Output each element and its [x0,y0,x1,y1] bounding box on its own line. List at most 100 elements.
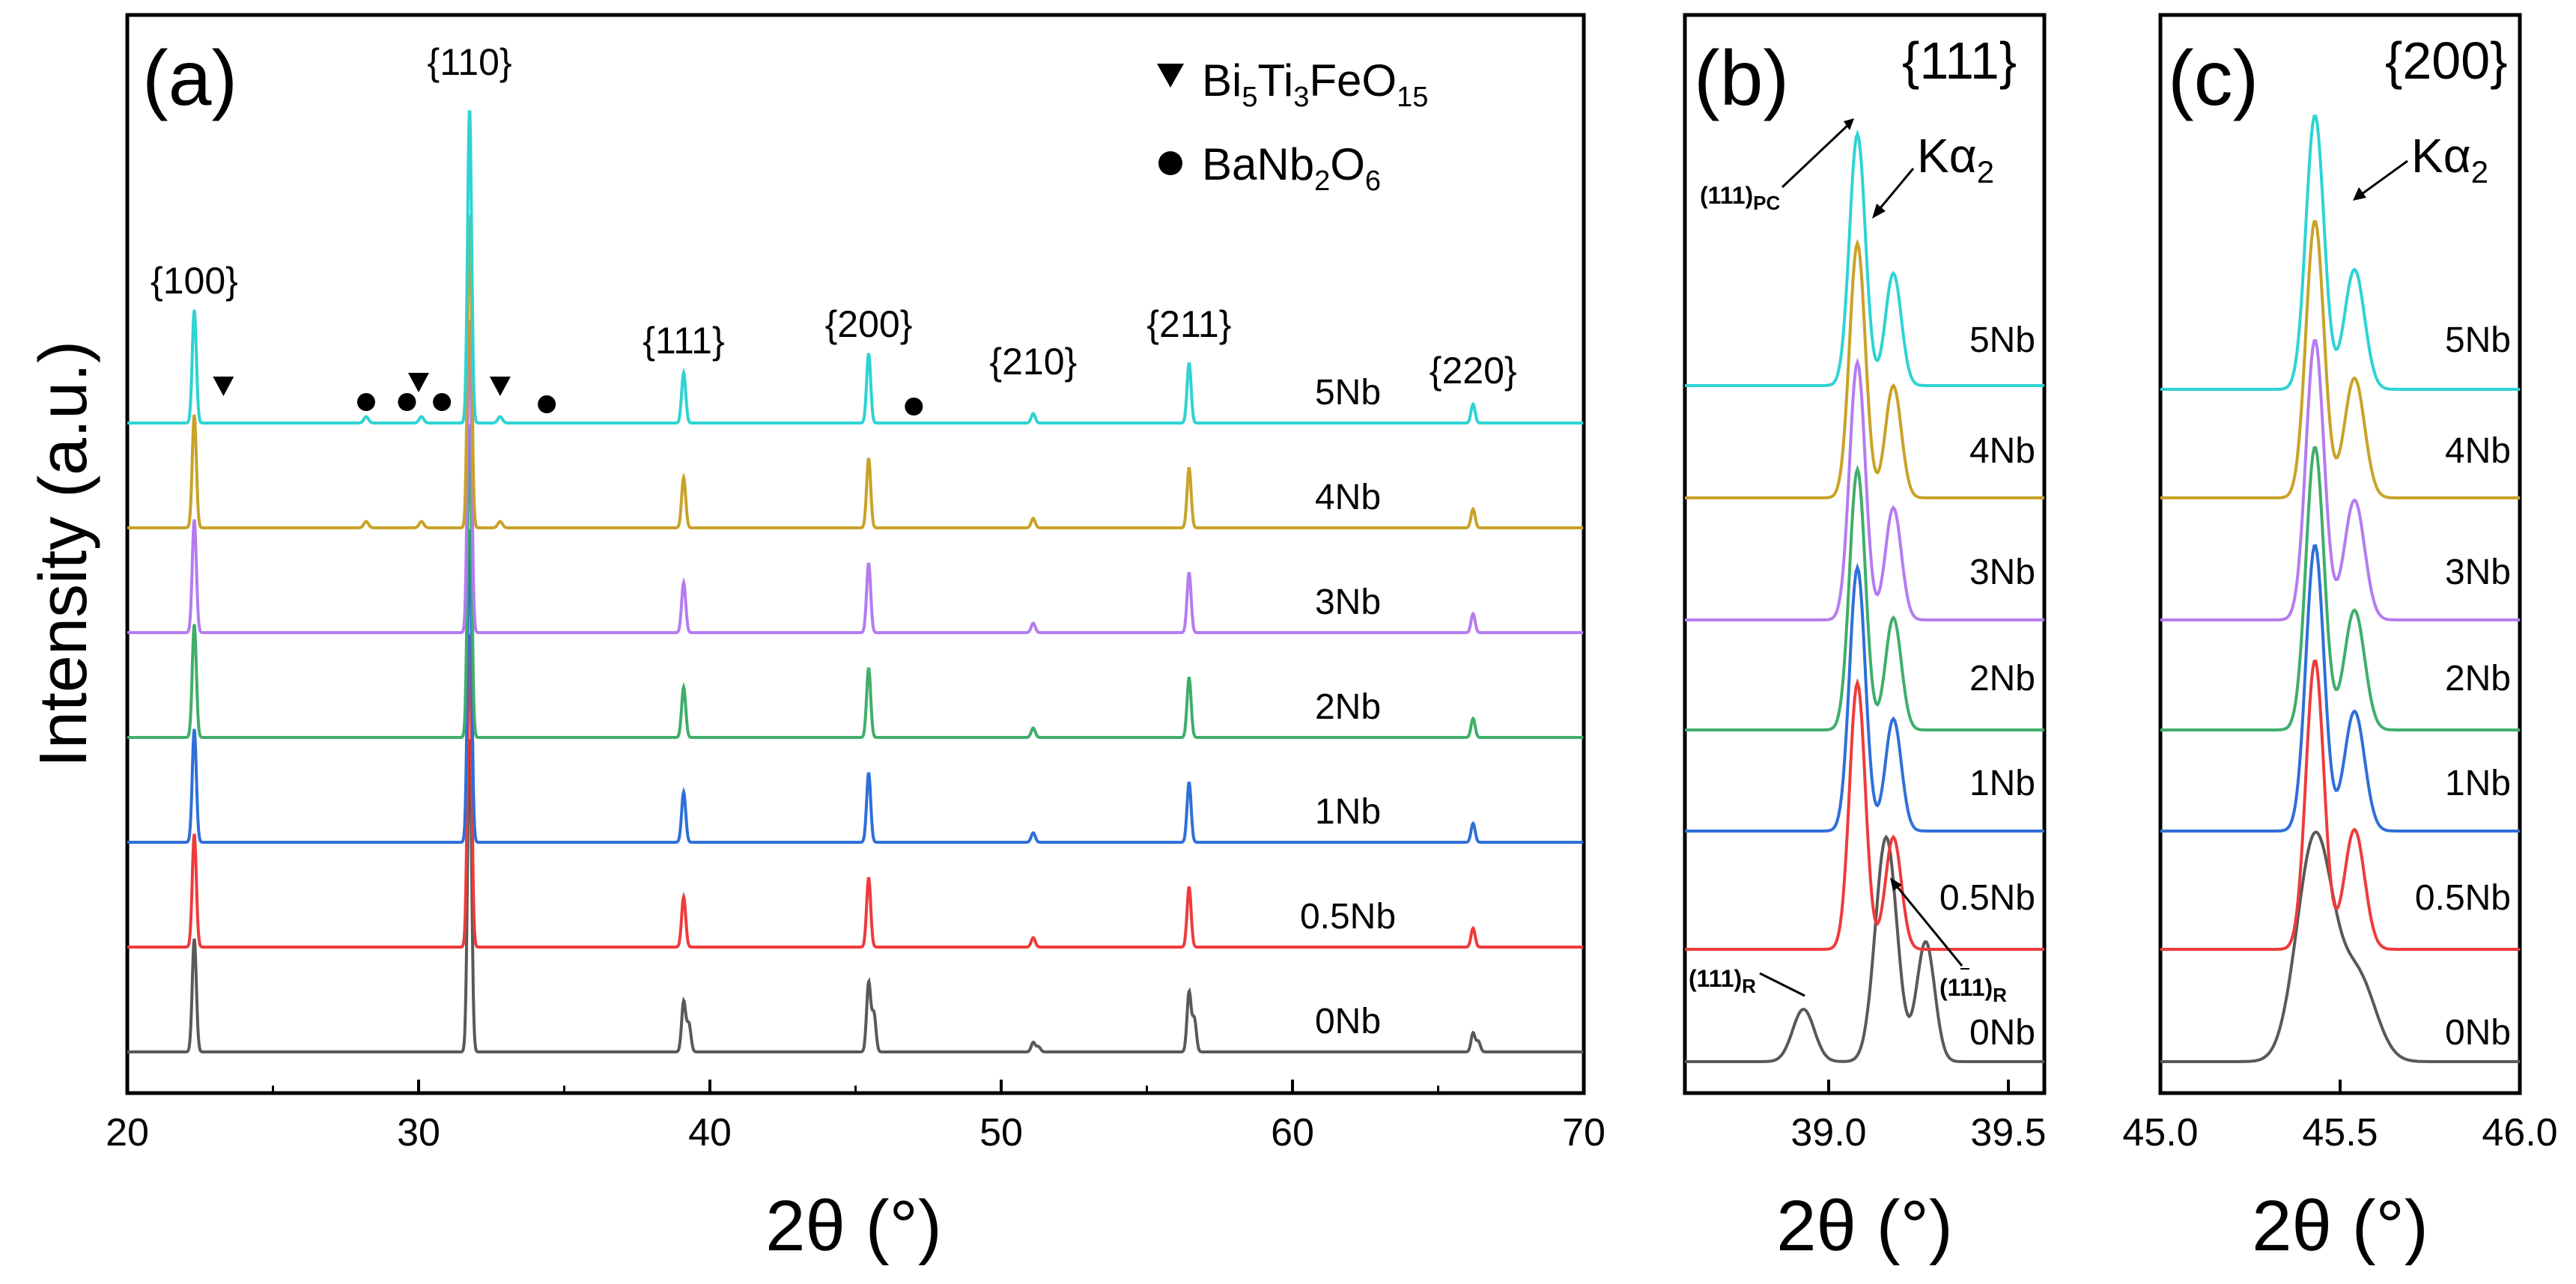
legend-feo-sub: 15 [1397,82,1428,113]
circle-marker [905,398,923,416]
zoom-sample-label: 5Nb [2445,320,2511,360]
legend-feo: FeO [1309,55,1397,106]
tick-label-zoom: 45.0 [2122,1111,2198,1154]
zoom-pattern-4Nb [2160,220,2520,499]
legend-bi-sub: 5 [1242,82,1257,113]
panel-b-r-right-sub: R [1993,984,2007,1006]
zoom-sample-label: 1Nb [2445,764,2511,803]
legend-o-sub: 6 [1365,165,1381,197]
panel-b-pc-label: (111)PC [1700,182,1781,214]
tick-label-a: 70 [1562,1111,1606,1154]
zoom-pattern-5Nb [2160,115,2520,391]
pattern-3Nb [127,320,1584,634]
sample-label: 3Nb [1315,582,1381,622]
hkl-label: {211} [1146,303,1231,345]
zoom-pattern-3Nb [2160,339,2520,621]
panel-a-x-ticks: 20 30 40 50 60 70 [106,1080,1606,1154]
panel-b-ka-text: Kα [1917,129,1977,183]
zoom-pattern-1Nb [1685,562,2044,833]
triangle-marker [408,373,429,392]
hkl-label: {110} [428,41,512,83]
pattern-2Nb [127,425,1584,739]
triangle-marker [213,377,234,396]
legend-banb: BaNb [1202,139,1314,189]
zoom-pattern-4Nb [1685,238,2044,499]
panel-b-pc-arrow [1781,122,1851,189]
zoom-sample-label: 0.5Nb [1939,878,2035,918]
sample-label: 5Nb [1315,373,1381,413]
zoom-pattern-0Nb [2160,830,2520,1063]
panel-b-r-right-text: (111) [1939,974,1993,1001]
panel-b-title: {111} [1902,31,2017,90]
hkl-label: {111} [643,320,724,362]
tick-label-a: 50 [979,1111,1023,1154]
panel-a-phase-markers [213,373,923,416]
panel-b-r-label-left: (111)R [1689,965,1756,997]
panel-b-plot [1685,129,2044,1063]
legend-banb-sub: 2 [1314,165,1330,197]
panel-a-hkl-labels: {100} {110} {111} {200} {210} {211} {220} [151,41,1517,392]
panel-c-plot [2160,115,2520,1063]
zoom-pattern-2Nb [2160,446,2520,731]
zoom-pattern-1Nb [2160,544,2520,833]
panel-c-ka-text: Kα [2411,129,2471,183]
zoom-sample-label: 2Nb [2445,659,2511,699]
y-axis-title: Intensity (a.u.) [26,341,101,767]
panel-b-x-title: 2θ (°) [1776,1186,1953,1266]
panel-c-title: {200} [2385,31,2508,90]
sample-label: 2Nb [1315,687,1381,727]
hkl-label: {210} [989,341,1077,383]
panel-c-x-ticks: 45.0 45.5 46.0 [2122,1080,2558,1154]
panel-b-ka-arrow [1874,168,1915,214]
pattern-0Nb [127,739,1584,1053]
circle-marker [356,393,375,411]
legend-circle-label: BaNb2O6 [1202,139,1381,197]
panel-b-ka-sub: 2 [1977,154,1994,189]
zoom-sample-label: 2Nb [1969,659,2035,699]
tick-label-a: 60 [1271,1111,1314,1154]
zoom-pattern-5Nb [1685,129,2044,387]
panel-b-r-left-text: (111) [1689,965,1742,992]
sample-label: 1Nb [1315,792,1381,832]
legend-bi: Bi [1202,55,1242,106]
zoom-sample-label: 0.5Nb [2415,878,2511,918]
hkl-label: {220} [1430,350,1517,392]
legend: Bi5Ti3FeO15 BaNb2O6 [1157,55,1428,197]
zoom-pattern-0Nb [1685,834,2044,1063]
circle-marker [433,393,452,411]
tick-label-zoom: 39.0 [1790,1111,1866,1154]
zoom-sample-label: 1Nb [1969,764,2035,803]
panel-c-letter: (c) [2168,35,2258,122]
zoom-sample-label: 4Nb [2445,431,2511,471]
panel-b-letter: (b) [1694,35,1789,122]
panel-c-x-title: 2θ (°) [2252,1186,2428,1266]
zoom-pattern-0.5Nb [2160,660,2520,951]
zoom-sample-label: 5Nb [1969,320,2035,360]
panel-b-r-left-arrow [1759,972,1805,997]
tick-label-zoom: 45.5 [2302,1111,2378,1154]
panel-b-ka-arrowhead [1872,204,1886,219]
legend-ti: Ti [1258,55,1294,106]
tick-label-zoom: 39.5 [1970,1111,2046,1154]
legend-ti-sub: 3 [1293,82,1309,113]
panel-c-ka-sub: 2 [2471,154,2488,189]
panel-c-ka-label: Kα2 [2411,129,2488,189]
pattern-0.5Nb [127,634,1584,949]
panel-b-x-ticks: 39.0 39.5 [1790,1080,2047,1154]
panel-a-plot [127,110,1584,1053]
zoom-sample-label: 3Nb [1969,553,2035,592]
tick-label-zoom: 46.0 [2482,1111,2557,1154]
legend-triangle-label: Bi5Ti3FeO15 [1202,55,1428,113]
pattern-4Nb [127,215,1584,529]
zoom-pattern-3Nb [1685,357,2044,621]
panel-b-pc-text: (111) [1700,182,1753,209]
zoom-sample-label: 0Nb [1969,1013,2035,1053]
panel-a-x-title: 2θ (°) [765,1186,942,1266]
panel-c-ka-arrowhead [2353,187,2366,201]
panel-b-r-left-sub: R [1742,975,1756,997]
zoom-sample-label: 3Nb [2445,553,2511,592]
zoom-pattern-2Nb [1685,464,2044,731]
sample-label: 0Nb [1315,1002,1381,1041]
hkl-label: {100} [151,260,238,302]
